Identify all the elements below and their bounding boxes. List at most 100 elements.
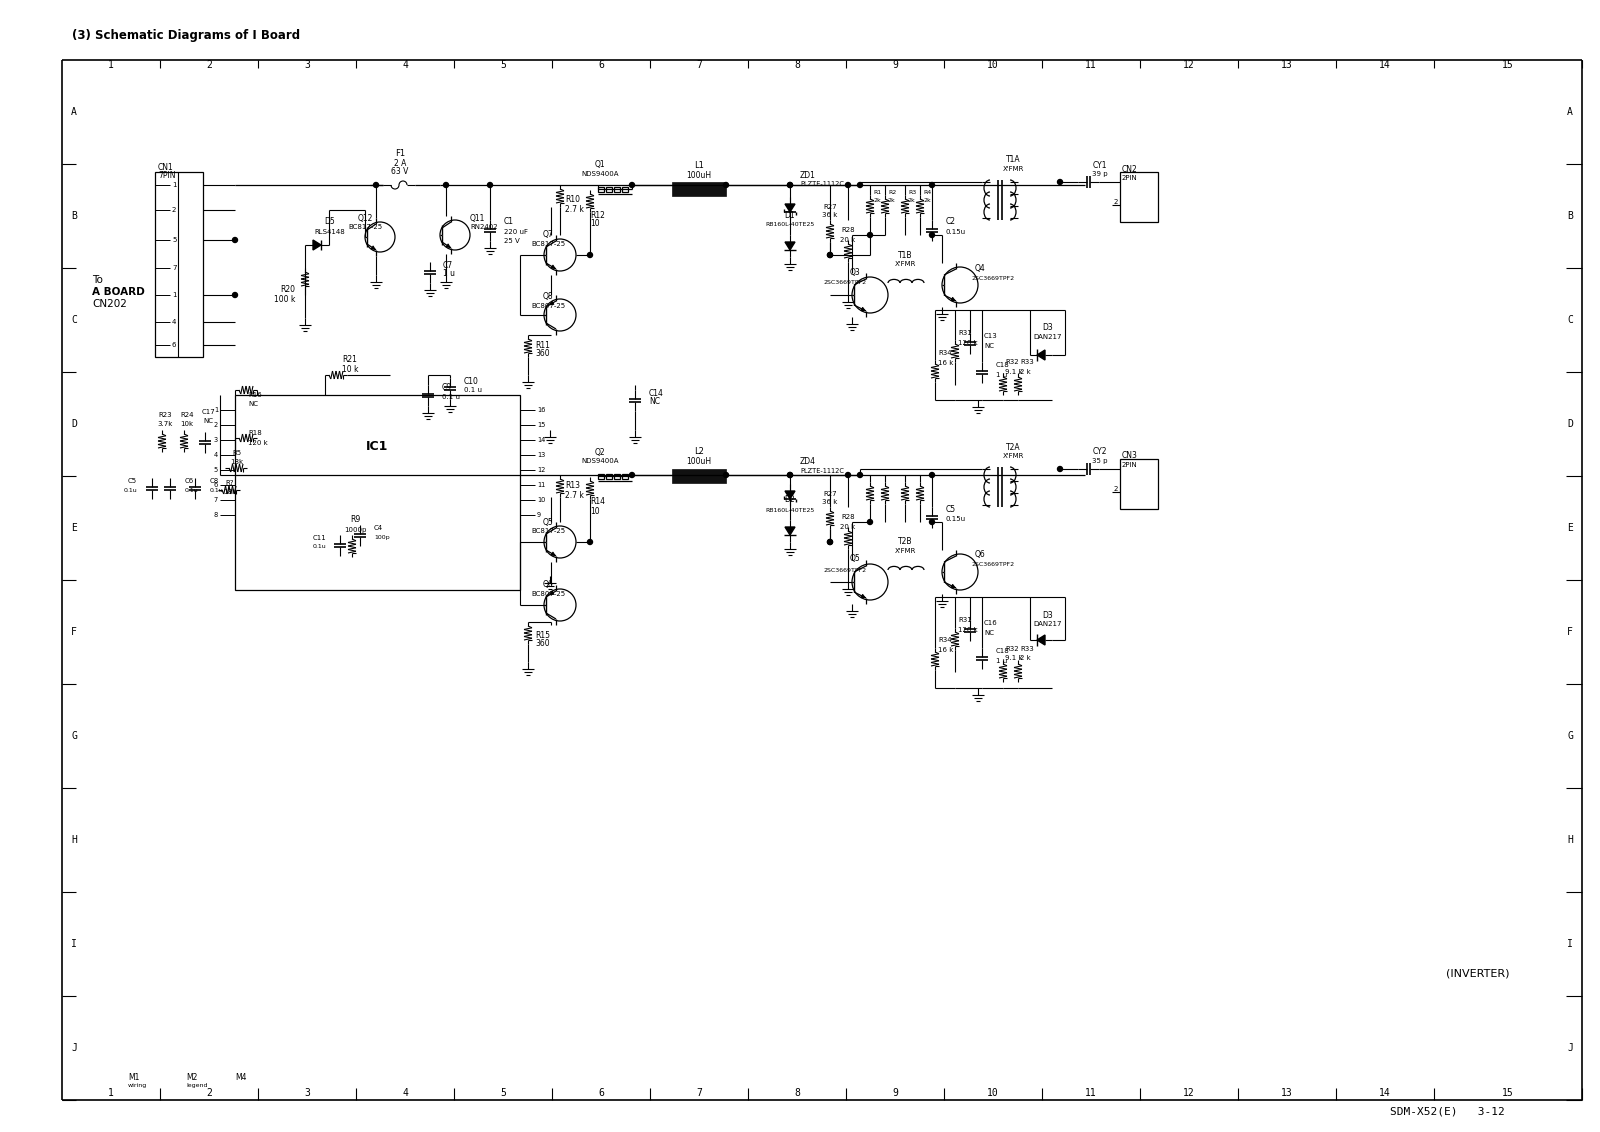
Text: 0.15u: 0.15u	[946, 229, 966, 235]
Circle shape	[787, 472, 792, 478]
Text: PLZTE-1112C: PLZTE-1112C	[800, 468, 845, 474]
Text: 6: 6	[173, 342, 176, 348]
Text: 9: 9	[893, 60, 898, 70]
Bar	[1120, 172, 1158, 222]
Text: 15: 15	[1502, 1088, 1514, 1098]
Text: C1: C1	[504, 217, 514, 226]
Text: NC: NC	[248, 401, 258, 408]
Text: 9.1 k: 9.1 k	[1005, 655, 1022, 661]
Text: 10: 10	[538, 497, 546, 503]
Text: J: J	[70, 1043, 77, 1053]
Text: 100 k: 100 k	[274, 295, 294, 305]
Polygon shape	[786, 204, 795, 212]
Text: 10: 10	[987, 1088, 998, 1098]
Text: C5: C5	[128, 478, 138, 484]
Text: R27: R27	[822, 204, 837, 211]
Text: 2.7 k: 2.7 k	[565, 206, 584, 214]
Text: 2SC3669TPF2: 2SC3669TPF2	[973, 275, 1014, 281]
Text: 4: 4	[214, 452, 218, 458]
Text: 1 u: 1 u	[995, 658, 1008, 664]
Circle shape	[858, 472, 862, 478]
Text: R20: R20	[280, 285, 294, 294]
Text: 2 A: 2 A	[394, 158, 406, 168]
Text: PLZTE-1112C: PLZTE-1112C	[800, 181, 845, 187]
Text: J: J	[1566, 1043, 1573, 1053]
Text: 5: 5	[501, 60, 506, 70]
Text: R33: R33	[1021, 646, 1034, 652]
Text: 7: 7	[214, 497, 218, 503]
Circle shape	[629, 472, 635, 478]
Text: 2: 2	[1114, 486, 1118, 492]
Text: 3: 3	[304, 1088, 310, 1098]
Text: 120 k: 120 k	[248, 440, 267, 446]
Text: 11: 11	[538, 482, 546, 488]
Text: Q7: Q7	[542, 231, 554, 240]
Circle shape	[845, 472, 851, 478]
Circle shape	[930, 232, 934, 238]
Text: C14: C14	[650, 388, 664, 397]
Polygon shape	[1037, 350, 1045, 360]
Text: C18: C18	[995, 648, 1010, 654]
Bar	[598, 474, 605, 479]
Text: CY2: CY2	[1093, 447, 1107, 456]
Text: T1A: T1A	[1006, 155, 1021, 164]
Text: F1: F1	[395, 148, 405, 157]
Text: 100p: 100p	[374, 534, 390, 540]
Text: L2: L2	[694, 447, 704, 456]
Text: T1B: T1B	[898, 250, 912, 259]
Text: D1: D1	[784, 211, 795, 220]
Text: C11: C11	[312, 535, 326, 541]
Circle shape	[845, 182, 851, 188]
Circle shape	[827, 540, 832, 544]
Text: 120 k: 120 k	[958, 340, 978, 346]
Text: CY1: CY1	[1093, 161, 1107, 170]
Text: R28: R28	[842, 228, 854, 233]
Text: 100uH: 100uH	[686, 171, 712, 180]
Text: Q5: Q5	[542, 517, 554, 526]
Text: Q5: Q5	[850, 555, 861, 564]
Text: 2SC3669TPF2: 2SC3669TPF2	[973, 563, 1014, 567]
Text: 2: 2	[206, 60, 211, 70]
Text: 15: 15	[1502, 60, 1514, 70]
Text: C8: C8	[210, 478, 219, 484]
Text: Q6: Q6	[542, 581, 554, 590]
Text: Q11: Q11	[470, 214, 485, 223]
Text: 2: 2	[173, 207, 176, 213]
Bar	[235, 395, 520, 590]
Text: 6: 6	[214, 482, 218, 488]
Text: C17: C17	[202, 409, 214, 415]
Text: D3: D3	[1043, 610, 1053, 619]
Text: X'FMR: X'FMR	[1002, 166, 1024, 172]
Text: R33: R33	[1021, 359, 1034, 365]
Bar	[606, 474, 611, 479]
Text: F: F	[1566, 627, 1573, 637]
Text: 5: 5	[173, 237, 176, 243]
Text: G: G	[70, 731, 77, 741]
Text: 20 k: 20 k	[840, 237, 856, 243]
Text: C4: C4	[374, 525, 382, 531]
Circle shape	[930, 182, 934, 188]
Text: BC817-25: BC817-25	[531, 241, 565, 247]
Text: Q3: Q3	[850, 267, 861, 276]
Text: SDM-X52(E)   3-12: SDM-X52(E) 3-12	[1390, 1107, 1504, 1117]
Text: 15: 15	[538, 422, 546, 428]
Text: 4: 4	[402, 60, 408, 70]
Text: A BOARD: A BOARD	[93, 288, 144, 297]
Text: 0.1u: 0.1u	[210, 488, 224, 492]
Text: 2 k: 2 k	[1021, 369, 1030, 375]
Text: BC807-25: BC807-25	[531, 303, 565, 309]
Text: DAN217: DAN217	[1034, 621, 1062, 627]
Text: 2k: 2k	[923, 197, 931, 203]
Text: 39 p: 39 p	[1093, 171, 1107, 177]
Text: NC: NC	[984, 631, 994, 636]
Text: 13: 13	[1282, 1088, 1293, 1098]
Text: 2PIN: 2PIN	[1122, 462, 1138, 468]
Text: 14: 14	[1379, 60, 1390, 70]
Circle shape	[787, 182, 792, 188]
Text: 18k: 18k	[224, 489, 237, 495]
Text: 1000p: 1000p	[344, 528, 366, 533]
Circle shape	[232, 238, 237, 242]
Text: T2B: T2B	[898, 538, 912, 547]
Text: 35 p: 35 p	[1093, 458, 1107, 464]
Text: R14: R14	[590, 497, 605, 506]
